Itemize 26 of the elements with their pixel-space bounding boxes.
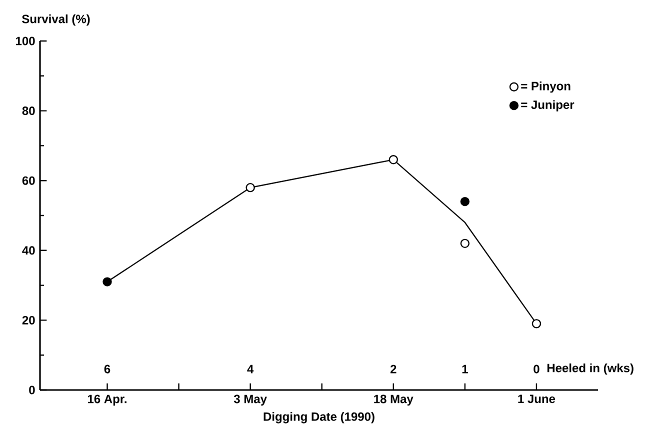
annotation: 4 <box>247 364 254 374</box>
legend-label: = Pinyon <box>521 82 570 93</box>
point <box>388 155 398 164</box>
x-tick-label: 18 May <box>374 394 414 406</box>
y-tick-label: 80 <box>22 106 35 116</box>
y-tick-label: 0 <box>29 386 35 394</box>
x-tick-label: 16 Apr. <box>88 394 126 406</box>
annotation: 0 <box>534 364 540 374</box>
point <box>460 196 470 206</box>
y-tick-label: 40 <box>22 246 35 255</box>
annotation: Heeled in (wks) <box>547 363 634 375</box>
y-tick-label: 20 <box>22 316 35 324</box>
y-axis-title: Survival (%) <box>22 14 90 26</box>
point <box>246 182 255 192</box>
x-tick-label: 3 May <box>234 394 267 406</box>
point <box>102 277 112 286</box>
y-tick-label: 60 <box>22 176 35 185</box>
annotation: 1 <box>462 364 468 374</box>
annotation: 6 <box>104 364 110 374</box>
x-axis-title: Digging Date (1990) <box>264 412 374 424</box>
point <box>532 319 542 328</box>
legend-label: = Juniper <box>521 100 574 112</box>
y-tick-label: 100 <box>16 36 35 46</box>
point <box>460 238 470 248</box>
annotation: 2 <box>390 364 396 374</box>
x-tick-label: 1 June <box>518 394 556 404</box>
